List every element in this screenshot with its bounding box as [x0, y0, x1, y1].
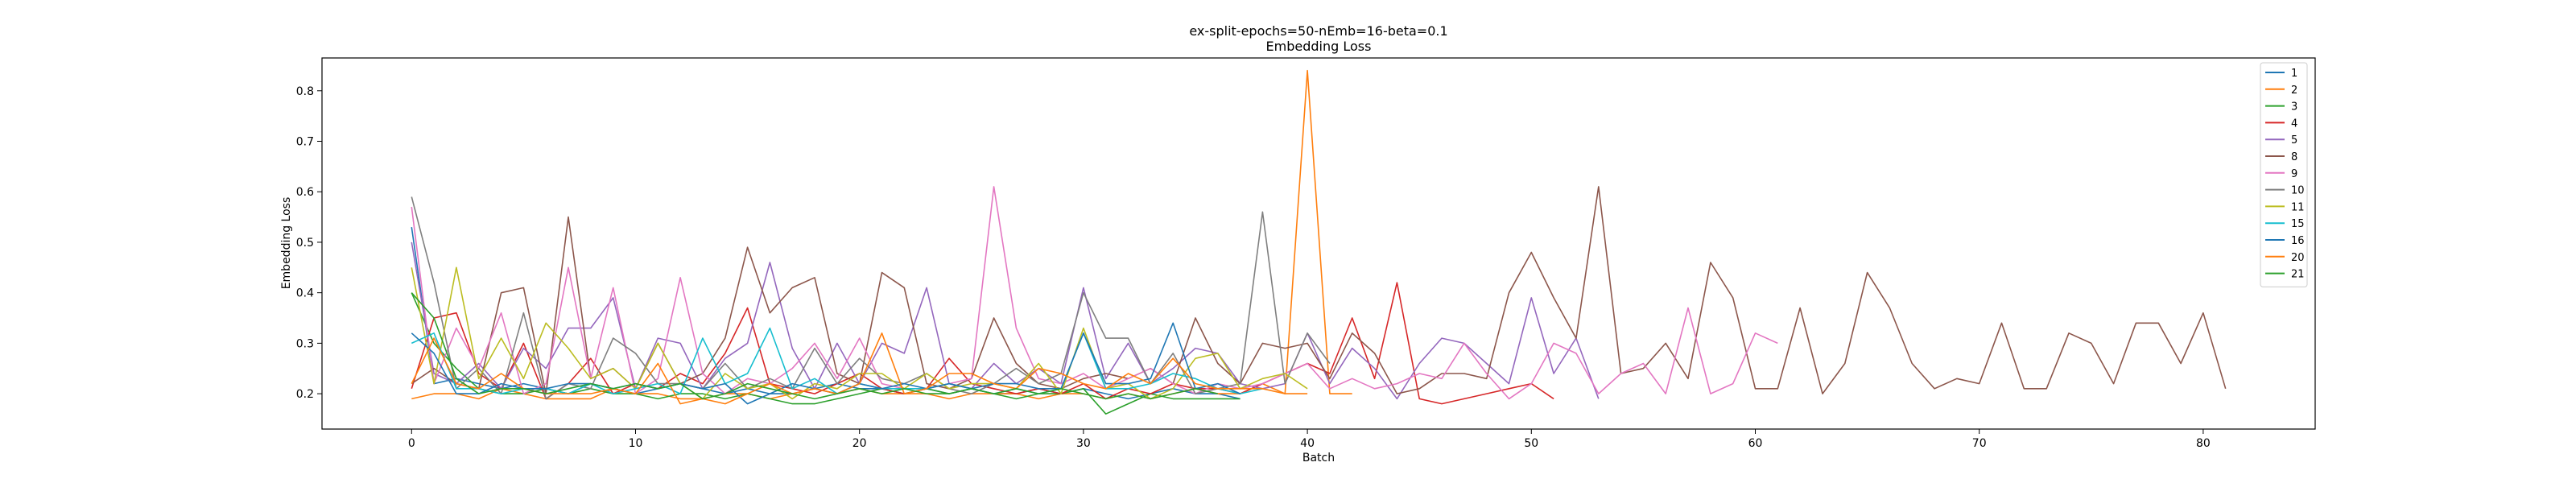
- legend-label: 5: [2291, 134, 2297, 147]
- legend-label: 4: [2291, 118, 2297, 130]
- y-axis: 0.2 0.3 0.4 0.5 0.6 0.7 0.8: [296, 85, 322, 401]
- series-line-11: [411, 266, 1308, 400]
- chart-subtitle: Embedding Loss: [1266, 39, 1372, 54]
- series-line-20: [411, 332, 1308, 405]
- y-tick-label: 0.6: [296, 186, 314, 199]
- series-line-10: [411, 196, 1331, 400]
- legend-label: 21: [2291, 269, 2305, 281]
- x-tick-label: 0: [408, 437, 415, 450]
- x-tick-label: 40: [1300, 437, 1315, 450]
- series-line-8: [411, 186, 2227, 394]
- legend-label: 15: [2291, 218, 2305, 230]
- y-tick-label: 0.4: [296, 287, 314, 300]
- y-axis-label: Embedding Loss: [280, 197, 293, 290]
- x-tick-label: 80: [2196, 437, 2211, 450]
- legend-label: 3: [2291, 101, 2297, 114]
- x-tick-label: 70: [1972, 437, 1987, 450]
- y-tick-label: 0.5: [296, 237, 314, 250]
- x-tick-label: 20: [852, 437, 867, 450]
- y-tick-label: 0.8: [296, 85, 314, 98]
- legend-label: 8: [2291, 151, 2297, 163]
- x-tick-label: 30: [1076, 437, 1091, 450]
- series-line-9: [411, 186, 1778, 400]
- legend-box: [2260, 62, 2308, 287]
- legend-label: 11: [2291, 201, 2305, 213]
- legend-label: 20: [2291, 252, 2305, 264]
- y-tick-label: 0.7: [296, 135, 314, 148]
- plot-area: [411, 69, 2227, 415]
- series-line-21: [411, 292, 1218, 400]
- y-tick-label: 0.3: [296, 337, 314, 350]
- legend-label: 1: [2291, 68, 2297, 80]
- legend-label: 9: [2291, 168, 2297, 180]
- x-tick-label: 60: [1748, 437, 1763, 450]
- x-axis-label: Batch: [1302, 452, 1335, 464]
- chart-title: ex-split-epochs=50-nEmb=16-beta=0.1: [1189, 23, 1447, 39]
- legend-label: 2: [2291, 85, 2297, 97]
- plot-frame: [321, 57, 2316, 430]
- x-tick-label: 10: [629, 437, 643, 450]
- x-axis: 0 10 20 30 40 50 60 70 80: [408, 429, 2211, 450]
- y-tick-label: 0.2: [296, 388, 314, 401]
- legend-label: 16: [2291, 235, 2305, 247]
- legend: 1 2 3 4 5 8 9 10 11 15 16 20 21: [2260, 62, 2308, 287]
- legend-label: 10: [2291, 185, 2305, 197]
- x-tick-label: 50: [1524, 437, 1538, 450]
